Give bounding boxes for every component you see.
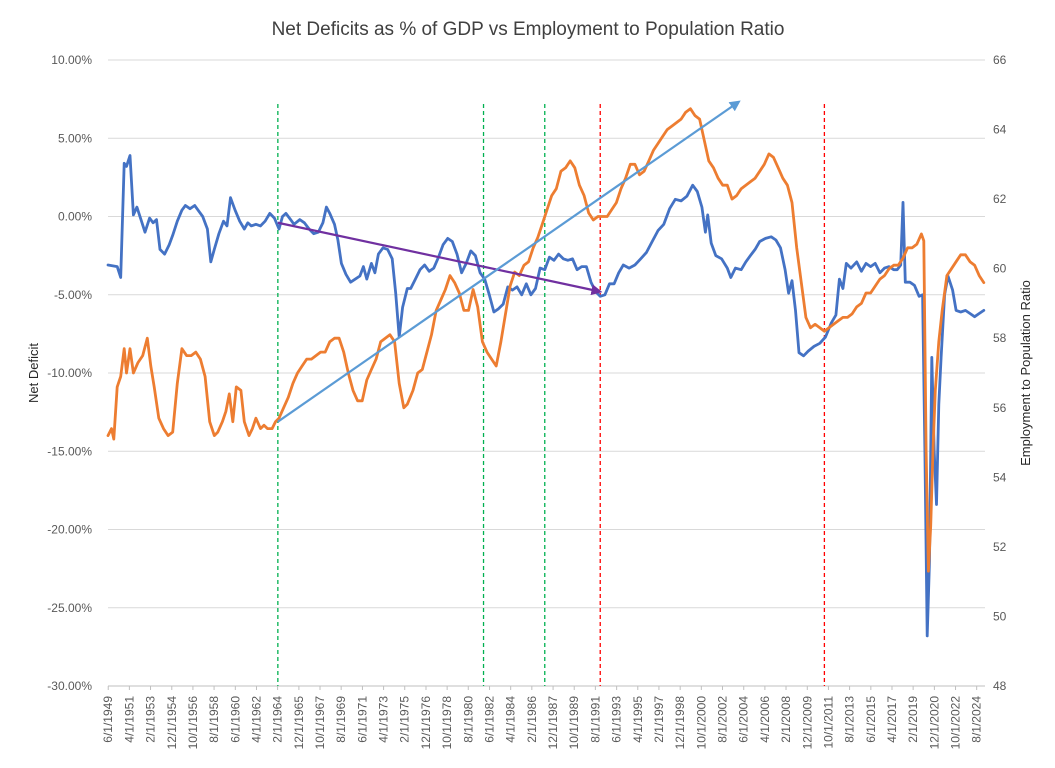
right-tick-label: 56 [993,401,1007,415]
x-tick-label: 10/1/2000 [694,696,708,750]
x-tick-label: 8/1/2024 [970,696,984,743]
left-tick-label: -20.00% [47,523,92,537]
chart-title: Net Deficits as % of GDP vs Employment t… [272,19,785,40]
x-tick-label: 4/1/1951 [122,696,136,743]
x-tick-label: 10/1/1978 [440,696,454,750]
x-tick-label: 2/1/1986 [525,696,539,743]
deficit-trend-arrow [277,221,603,296]
right-tick-label: 54 [993,470,1007,484]
x-tick-label: 12/1/1998 [673,696,687,750]
left-tick-label: -25.00% [47,601,92,615]
x-tick-label: 6/1/1971 [355,696,369,743]
x-tick-label: 12/1/2009 [800,696,814,750]
x-tick-label: 4/1/2017 [885,696,899,743]
right-tick-label: 50 [993,609,1007,623]
x-tick-label: 10/1/2022 [949,696,963,750]
x-tick-label: 8/1/2013 [843,696,857,743]
x-tick-label: 6/1/2004 [737,696,751,743]
series [106,107,986,638]
x-tick-label: 4/1/1984 [504,696,518,743]
right-axis-title: Employment to Population Ratio [1018,280,1033,466]
x-tick-label: 8/1/1980 [461,696,475,743]
x-tick-label: 2/1/2019 [906,696,920,743]
right-tick-label: 62 [993,192,1007,206]
x-tick-label: 2/1/2008 [779,696,793,743]
left-tick-label: -5.00% [54,288,92,302]
right-tick-label: 52 [993,540,1007,554]
right-tick-labels: 66 64 62 60 58 56 54 52 50 48 [993,53,1007,693]
left-tick-label: 10.00% [51,53,92,67]
x-tick-label: 6/1/1949 [101,696,115,743]
right-tick-label: 48 [993,679,1007,693]
right-tick-label: 60 [993,262,1007,276]
x-tick-label: 6/1/1982 [483,696,497,743]
left-axis-title: Net Deficit [26,343,41,403]
employment-ratio-line [106,107,986,573]
x-tick-label: 12/1/1954 [165,696,179,750]
right-tick-label: 64 [993,123,1007,137]
x-tick-label: 10/1/1967 [313,696,327,750]
employment-trend-arrow [277,100,741,423]
x-tick-label: 6/1/1993 [610,696,624,743]
x-tick-label: 6/1/2015 [864,696,878,743]
x-tick-label: 2/1/1964 [271,696,285,743]
reference-lines [277,104,826,686]
x-tick-label: 12/1/1976 [419,696,433,750]
x-tick-label: 12/1/1987 [546,696,560,750]
x-tick-label: 8/1/1991 [588,696,602,743]
left-tick-label: -15.00% [47,444,92,458]
x-tick-label: 4/1/1962 [249,696,263,743]
x-tick-label: 12/1/1965 [292,696,306,750]
trend-arrows [277,100,741,423]
left-tick-label: 5.00% [58,131,92,145]
x-tick-label: 10/1/1989 [567,696,581,750]
left-tick-label: -10.00% [47,366,92,380]
x-tick-label: 4/1/2006 [758,696,772,743]
right-tick-label: 58 [993,331,1007,345]
net-deficit-line [106,154,986,638]
x-tick-labels: 6/1/1949 4/1/1951 2/1/1953 12/1/1954 10/1/19… [101,696,983,750]
right-tick-label: 66 [993,53,1007,67]
x-tick-label: 2/1/1997 [652,696,666,743]
x-tick-label: 8/1/2002 [715,696,729,743]
x-tick-label: 8/1/1969 [334,696,348,743]
left-tick-label: 0.00% [58,210,92,224]
x-tick-label: 2/1/1953 [144,696,158,743]
left-tick-labels: 10.00% 5.00% 0.00% -5.00% -10.00% -15.00% -20.… [47,53,92,693]
left-tick-label: -30.00% [47,679,92,693]
x-tick-label: 4/1/1995 [631,696,645,743]
x-tick-label: 4/1/1973 [377,696,391,743]
x-tick-label: 12/1/2020 [927,696,941,750]
x-tick-label: 10/1/2011 [821,696,835,749]
x-tick-label: 2/1/1975 [398,696,412,743]
x-tick-label: 6/1/1960 [228,696,242,743]
x-tick-label: 8/1/1958 [207,696,221,743]
axes [107,685,985,690]
x-tick-label: 10/1/1956 [186,696,200,750]
gridlines [108,59,985,609]
